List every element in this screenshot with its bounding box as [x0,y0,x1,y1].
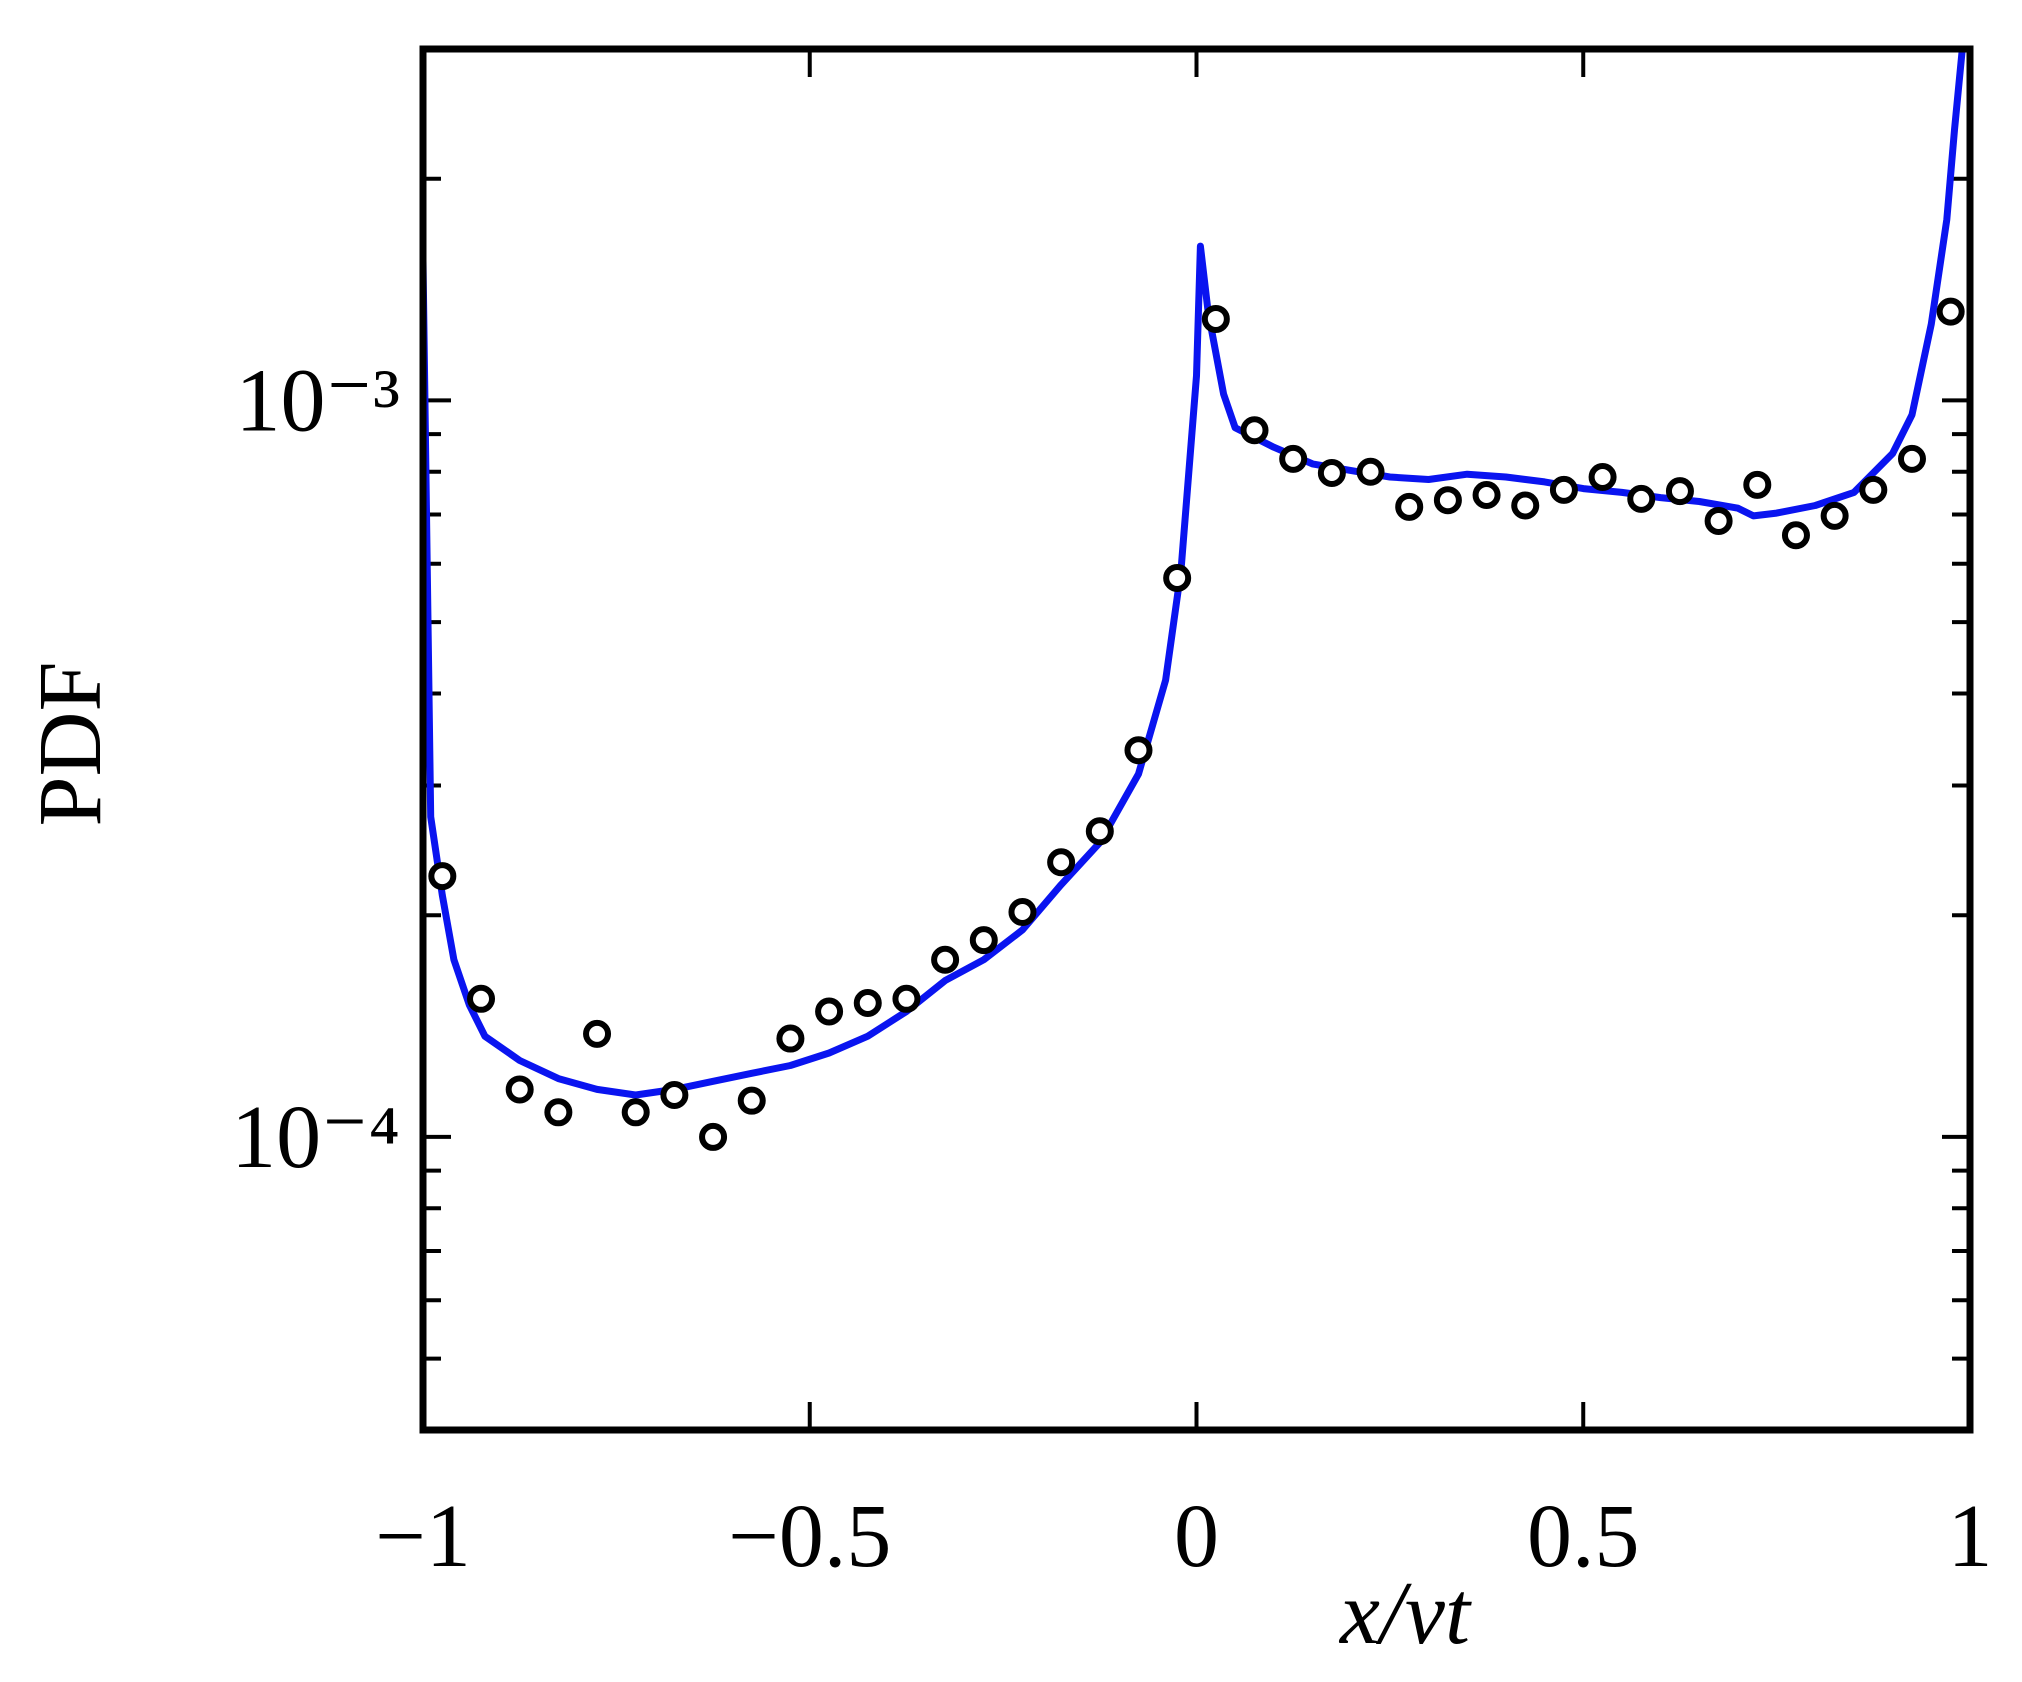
data-point [699,1122,728,1151]
data-point [1472,480,1501,509]
data-line [423,49,1966,1099]
data-point [1356,457,1385,486]
data-point [1936,297,1965,326]
x-tick-label: −0.5 [728,1487,891,1586]
data-point [853,988,882,1017]
x-tick-label: 0.5 [1527,1487,1640,1586]
data-point [1240,416,1269,445]
data-point [1859,475,1888,504]
data-point [1008,898,1037,927]
data-point [1511,491,1540,520]
data-point [621,1098,650,1127]
plot-frame [419,45,1974,1434]
x-tick-label: −1 [375,1487,471,1586]
data-point [583,1019,612,1048]
data-point [505,1075,534,1104]
data-point [1549,475,1578,504]
data-point [892,984,921,1013]
data-point [737,1086,766,1115]
y-tick-label: 10⁻³ [236,351,401,450]
data-point [544,1098,573,1127]
data-point [1665,477,1694,506]
data-point [1201,304,1230,333]
data-point [1085,817,1114,846]
data-point [1627,484,1656,513]
data-point [1279,444,1308,473]
data-point [660,1081,689,1110]
x-tick-label: 1 [1948,1487,1993,1586]
y-axis-label: PDF [21,661,120,826]
data-point [931,945,960,974]
data-point [1820,501,1849,530]
data-point [1124,736,1153,765]
data-point [1897,444,1926,473]
data-point [1163,563,1192,592]
x-axis-label: x/vt [1338,1564,1472,1663]
data-point [1317,458,1346,487]
data-point [1704,506,1733,535]
x-tick-label: 0 [1174,1487,1219,1586]
y-tick-label: 10⁻⁴ [231,1088,400,1187]
data-point [1395,492,1424,521]
data-point [1743,470,1772,499]
data-point [1047,848,1076,877]
data-point [1433,486,1462,515]
data-point [815,997,844,1026]
data-point [428,862,457,891]
data-point [776,1024,805,1053]
data-point [1588,463,1617,492]
data-point [1781,521,1810,550]
data-point [969,926,998,955]
data-point [467,984,496,1013]
